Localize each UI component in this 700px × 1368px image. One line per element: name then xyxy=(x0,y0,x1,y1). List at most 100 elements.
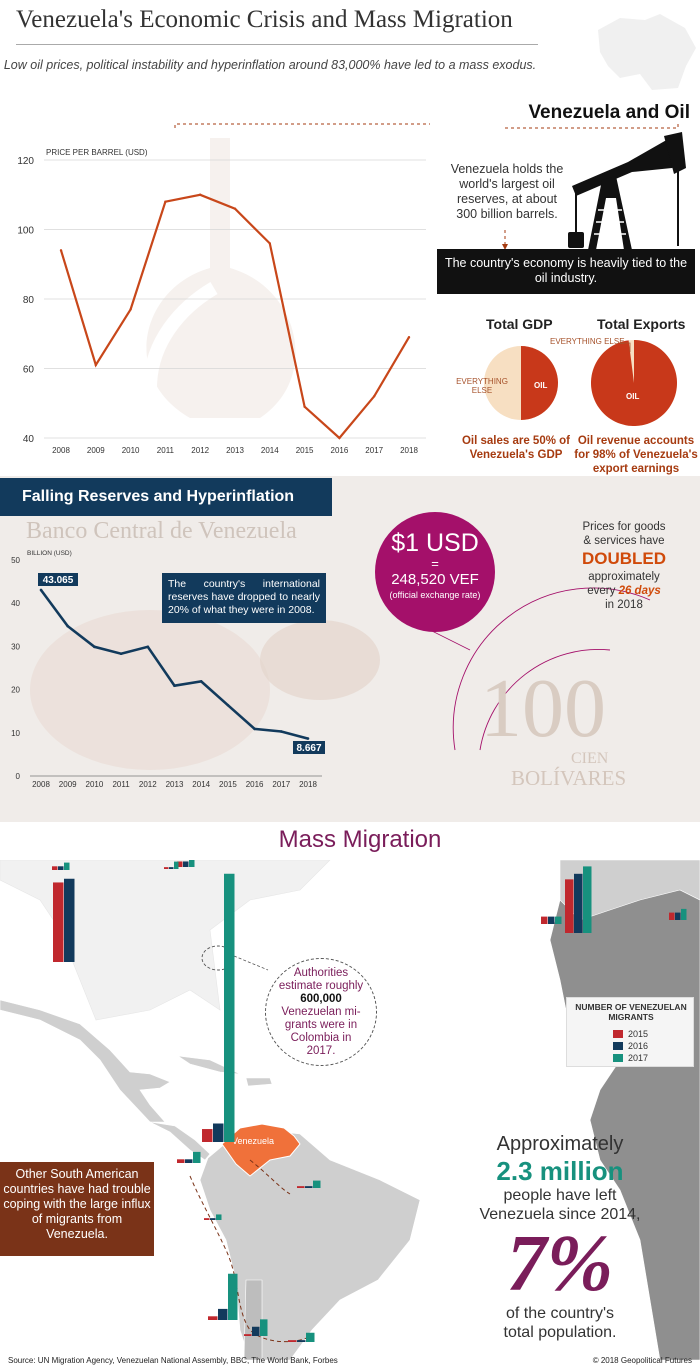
reserves-point xyxy=(66,624,69,628)
oil-watermark-icon xyxy=(143,138,296,418)
reserves-section-title: Falling Reserves and Hyperinflation xyxy=(0,478,332,516)
exchange-rate-badge: $1 USD = 248,520 VEF (official exchange … xyxy=(375,512,495,632)
exodus-line-4: of the country's xyxy=(506,1305,614,1322)
reserves-x-tick-label: 2012 xyxy=(139,780,157,789)
reserves-x-tick-label: 2013 xyxy=(166,780,184,789)
reserves-chart-ylabel: BILLION (USD) xyxy=(27,550,72,557)
legend-label: 2015 xyxy=(628,1029,649,1039)
oil-reserves-fact: Venezuela holds the world's largest oil … xyxy=(450,162,564,221)
oil-chart-ylabel: PRICE PER BARREL (USD) xyxy=(46,148,148,157)
oil-chart-grid xyxy=(44,159,426,439)
exodus-line-5: total population. xyxy=(503,1324,617,1341)
migrant-bars-spain xyxy=(565,866,592,933)
migrant-bar-2017 xyxy=(224,873,235,1142)
oil-point xyxy=(59,249,63,252)
banknote-bolivares: BOLÍVARES xyxy=(511,766,627,790)
legend-swatch xyxy=(613,1042,623,1050)
legend-label: 2016 xyxy=(628,1041,649,1051)
reserves-y-tick-label: 30 xyxy=(11,642,20,651)
header xyxy=(0,0,700,92)
reserves-x-tick-label: 2011 xyxy=(112,780,130,789)
reserves-point xyxy=(119,652,123,656)
migrant-bar-2016 xyxy=(574,873,583,933)
venezuela-label: Venezuela xyxy=(232,1136,274,1146)
reserves-last-label: 8.667 xyxy=(296,743,321,754)
oil-chart-y-ticks: 40 60 80 100 120 xyxy=(17,156,34,445)
migrant-bar-2017 xyxy=(228,1273,238,1320)
reserves-point xyxy=(39,588,43,592)
banknote-art xyxy=(30,587,651,770)
migrant-bar-2015 xyxy=(52,866,58,870)
legend-item-2016: 2016 xyxy=(613,1041,648,1051)
migrant-bars-italy xyxy=(669,908,687,920)
oil-point xyxy=(407,336,411,339)
oil-x-tick-label: 2008 xyxy=(52,446,70,455)
exports-pie-caption: Oil revenue accounts for 98% of Venezuela… xyxy=(574,435,698,475)
mexico-land xyxy=(0,999,171,1123)
oil-x-tick-label: 2018 xyxy=(400,446,418,455)
banknote-denomination: 100 xyxy=(480,662,606,755)
legend-item-2015: 2015 xyxy=(613,1029,648,1039)
oil-y-tick-label: 60 xyxy=(23,365,35,376)
exodus-line-2: people have left xyxy=(503,1187,617,1204)
venezuela-land xyxy=(221,1123,301,1177)
usd-amount: $1 USD xyxy=(391,529,479,557)
oil-point xyxy=(268,242,271,245)
gdp-pie-else-label-2: ELSE xyxy=(472,386,492,395)
reserves-chart: 0 10 20 30 40 50 2008 2009 2010 2011 2012 2013 2014… xyxy=(11,550,325,789)
reserves-point xyxy=(280,730,283,733)
migrant-bar-2017 xyxy=(555,916,562,924)
migrant-bar-2016 xyxy=(210,1218,216,1220)
oil-x-tick-label: 2011 xyxy=(157,446,175,455)
exodus-number: 2.3 million xyxy=(496,1156,624,1186)
reserves-point xyxy=(199,680,203,683)
oil-point xyxy=(199,193,202,196)
reserves-y-tick-label: 0 xyxy=(16,772,21,781)
oil-chart-points xyxy=(59,193,411,440)
reserves-point xyxy=(173,684,176,688)
colombia-note: Authorities estimate roughly 600,000 Ven… xyxy=(265,958,377,1066)
reserves-point xyxy=(146,645,150,649)
migrant-bars-argentina xyxy=(244,1319,268,1336)
oil-x-tick-label: 2013 xyxy=(226,446,244,455)
reserves-point xyxy=(93,645,96,649)
central-america-land xyxy=(149,1121,211,1161)
migrant-bar-2017 xyxy=(313,1180,321,1188)
migrant-bar-2015 xyxy=(288,1340,297,1342)
exodus-line-1: Approximately xyxy=(496,1133,624,1155)
migrant-bar-2017 xyxy=(193,1151,201,1163)
reserves-y-tick-label: 50 xyxy=(11,556,20,565)
reserves-x-tick-label: 2009 xyxy=(59,780,77,789)
hispaniola-land xyxy=(245,1077,273,1087)
title-divider xyxy=(16,44,538,45)
reserves-point xyxy=(306,737,310,740)
migrant-bar-2017 xyxy=(681,908,687,920)
oil-price-chart: 40 60 80 100 120 2008 2009 2010 2011 2012 2013 201… xyxy=(17,123,430,455)
migrant-bars-panama xyxy=(164,861,179,869)
copyright: © 2018 Geopolitical Futures xyxy=(592,1356,692,1365)
migration-route xyxy=(189,1175,313,1343)
migrant-bar-2015 xyxy=(669,912,675,920)
reserves-y-tick-label: 10 xyxy=(11,729,20,738)
oil-y-tick-label: 40 xyxy=(23,434,35,445)
oil-industry-banner: The country's economy is heavily tied to… xyxy=(437,249,695,294)
migrant-bar-2015 xyxy=(244,1334,252,1336)
oil-x-tick-label: 2017 xyxy=(365,446,383,455)
oil-x-tick-label: 2012 xyxy=(191,446,209,455)
migrant-bar-2016 xyxy=(305,1186,313,1188)
bank-watermark: Banco Central de Venezuela xyxy=(26,518,297,544)
migrant-bar-2017 xyxy=(306,1332,315,1342)
oil-chart-x-ticks: 2008 2009 2010 2011 2012 2013 2014 2015 2016 2017… xyxy=(52,446,418,455)
legend-label: 2017 xyxy=(628,1053,649,1063)
oil-pumpjack-icon xyxy=(568,132,686,250)
migrant-bars-ecuador xyxy=(177,1151,201,1163)
oil-y-tick-label: 100 xyxy=(17,226,34,237)
migrant-bar-2016 xyxy=(58,866,64,870)
migrant-bar-2016 xyxy=(548,916,555,924)
migrant-bar-2016 xyxy=(213,1123,224,1142)
migrant-bar-2016 xyxy=(252,1326,260,1336)
reserves-x-tick-label: 2016 xyxy=(246,780,264,789)
oil-point xyxy=(338,436,341,440)
migrant-bars xyxy=(52,860,687,1342)
banknote-cien: CIEN xyxy=(571,750,609,767)
